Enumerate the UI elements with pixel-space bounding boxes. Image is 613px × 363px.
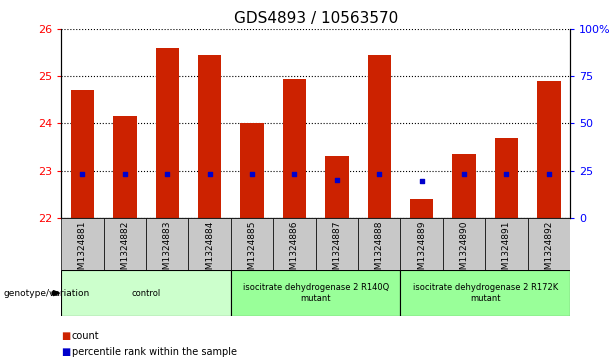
Bar [156, 48, 179, 218]
Bar [198, 55, 221, 218]
Bar [104, 218, 146, 270]
Bar [368, 55, 391, 218]
Bar [113, 116, 137, 218]
Text: GSM1324891: GSM1324891 [502, 220, 511, 281]
Point [417, 178, 427, 184]
Bar [485, 218, 528, 270]
Text: GSM1324882: GSM1324882 [120, 220, 129, 281]
Text: GSM1324885: GSM1324885 [248, 220, 257, 281]
Point [375, 171, 384, 177]
Point [501, 171, 511, 177]
Point [162, 171, 172, 177]
Point [332, 177, 342, 183]
Bar [189, 218, 231, 270]
Text: genotype/variation: genotype/variation [3, 289, 89, 298]
Point [120, 171, 130, 177]
Bar [273, 218, 316, 270]
Point [247, 171, 257, 177]
Bar [146, 218, 189, 270]
Bar [495, 138, 518, 218]
Text: ■: ■ [61, 331, 70, 341]
Text: control: control [131, 289, 161, 298]
Bar [71, 90, 94, 218]
Text: isocitrate dehydrogenase 2 R172K
mutant: isocitrate dehydrogenase 2 R172K mutant [413, 284, 558, 303]
Bar [537, 81, 560, 218]
Bar [400, 270, 570, 316]
Text: GSM1324887: GSM1324887 [332, 220, 341, 281]
Bar [528, 218, 570, 270]
Bar [283, 78, 306, 218]
Bar [452, 154, 476, 218]
Bar [326, 156, 349, 218]
Point [544, 171, 554, 177]
Point [78, 171, 88, 177]
Bar [61, 270, 231, 316]
Point [289, 171, 299, 177]
Point [459, 171, 469, 177]
Text: ■: ■ [61, 347, 70, 357]
Bar [316, 218, 358, 270]
Bar [410, 199, 433, 218]
Text: GSM1324888: GSM1324888 [375, 220, 384, 281]
Text: GSM1324886: GSM1324886 [290, 220, 299, 281]
Title: GDS4893 / 10563570: GDS4893 / 10563570 [234, 12, 398, 26]
Bar [358, 218, 400, 270]
Text: GSM1324883: GSM1324883 [163, 220, 172, 281]
Point [205, 171, 215, 177]
Bar [443, 218, 485, 270]
Text: percentile rank within the sample: percentile rank within the sample [72, 347, 237, 357]
Bar [61, 218, 104, 270]
Text: GSM1324884: GSM1324884 [205, 220, 214, 281]
Text: GSM1324881: GSM1324881 [78, 220, 87, 281]
Text: count: count [72, 331, 99, 341]
Text: GSM1324889: GSM1324889 [417, 220, 426, 281]
Bar [400, 218, 443, 270]
Bar [240, 123, 264, 218]
Text: GSM1324890: GSM1324890 [460, 220, 468, 281]
Bar [231, 270, 400, 316]
Bar [231, 218, 273, 270]
Text: isocitrate dehydrogenase 2 R140Q
mutant: isocitrate dehydrogenase 2 R140Q mutant [243, 284, 389, 303]
Text: GSM1324892: GSM1324892 [544, 220, 554, 281]
